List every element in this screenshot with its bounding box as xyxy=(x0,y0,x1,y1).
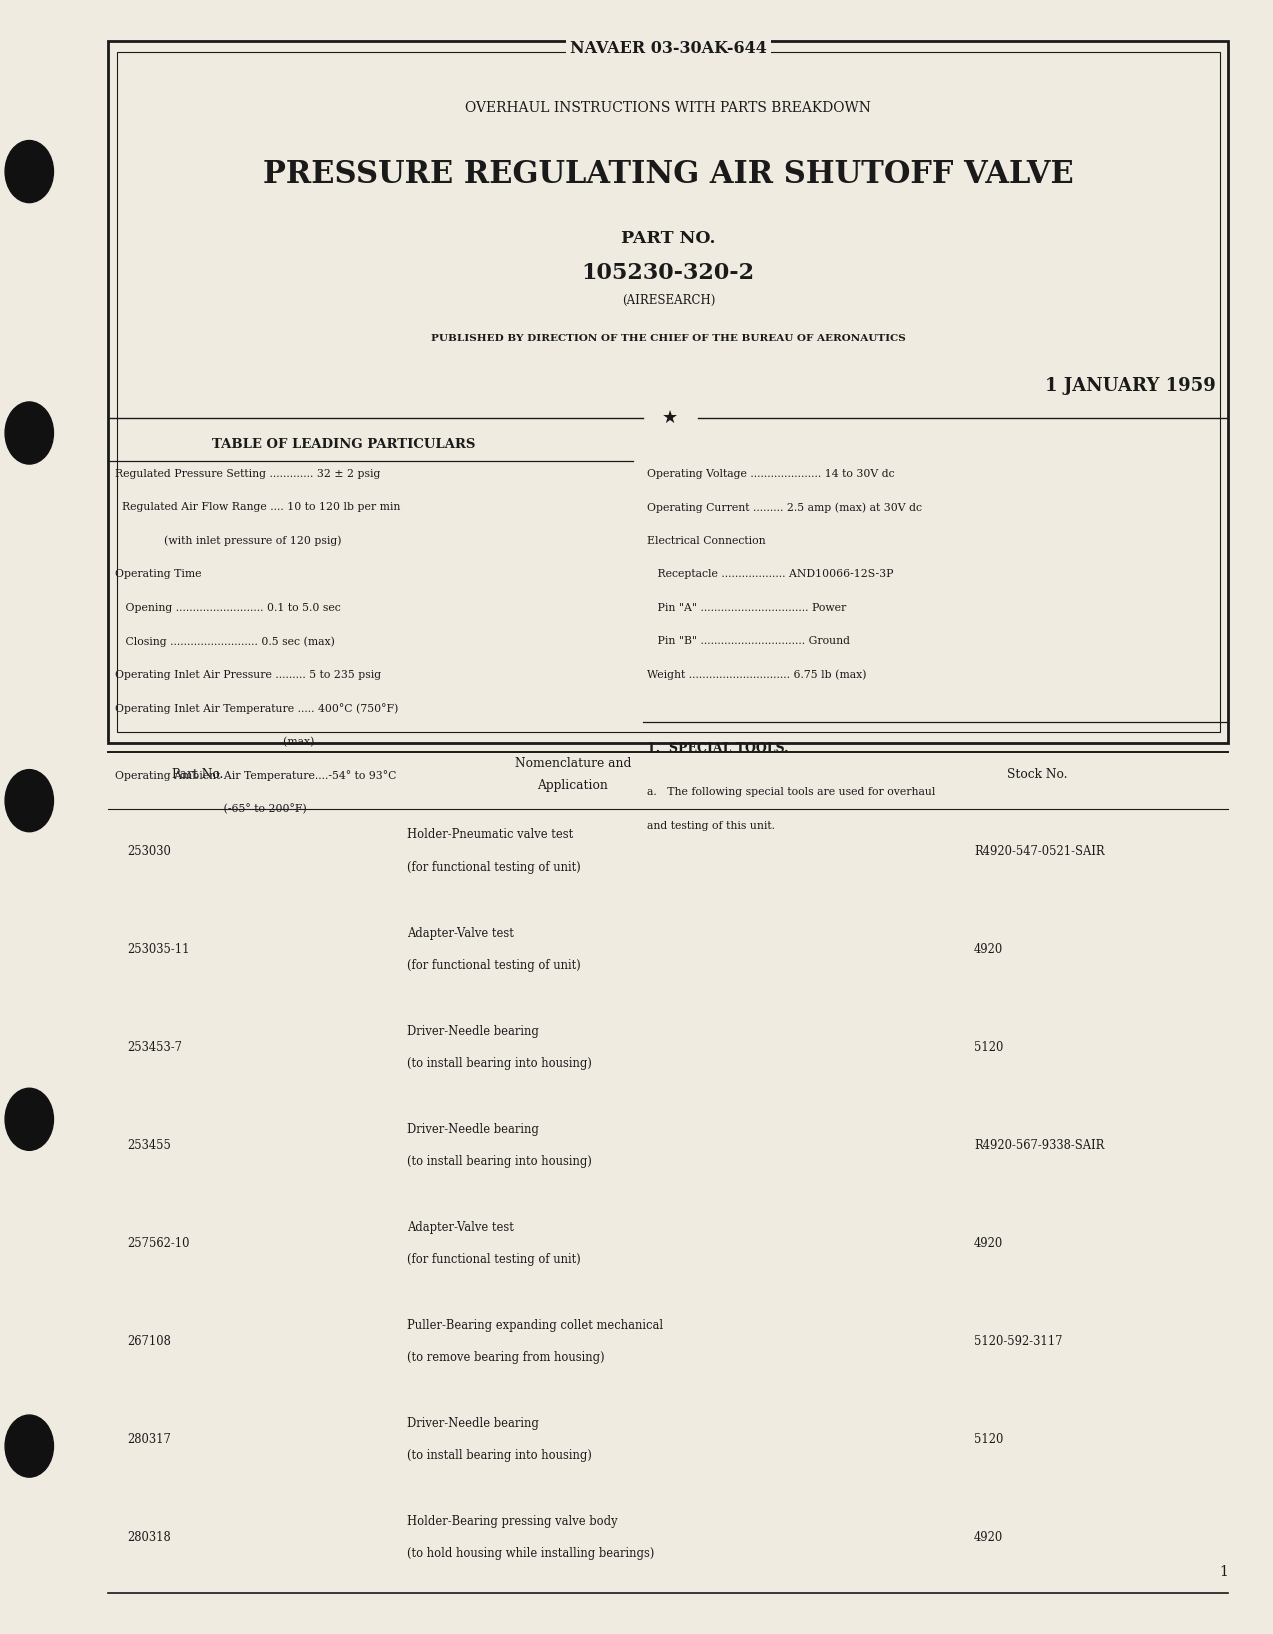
Text: 5120: 5120 xyxy=(974,1041,1003,1054)
Text: 253035-11: 253035-11 xyxy=(127,943,190,956)
Text: (to install bearing into housing): (to install bearing into housing) xyxy=(407,1449,592,1462)
Text: Driver-Needle bearing: Driver-Needle bearing xyxy=(407,1417,540,1430)
Text: PRESSURE REGULATING AIR SHUTOFF VALVE: PRESSURE REGULATING AIR SHUTOFF VALVE xyxy=(264,160,1073,190)
Text: 4920: 4920 xyxy=(974,1531,1003,1544)
Circle shape xyxy=(5,141,53,203)
Text: 267108: 267108 xyxy=(127,1335,171,1348)
Text: Driver-Needle bearing: Driver-Needle bearing xyxy=(407,1025,540,1038)
Text: 5120: 5120 xyxy=(974,1433,1003,1446)
Text: a.   The following special tools are used for overhaul: a. The following special tools are used … xyxy=(647,788,936,797)
Circle shape xyxy=(5,402,53,464)
Text: Regulated Pressure Setting ............. 32 ± 2 psig: Regulated Pressure Setting .............… xyxy=(115,469,379,479)
Text: Regulated Air Flow Range .... 10 to 120 lb per min: Regulated Air Flow Range .... 10 to 120 … xyxy=(115,502,400,513)
Text: Operating Voltage ..................... 14 to 30V dc: Operating Voltage ..................... … xyxy=(647,469,895,479)
Text: Closing .......................... 0.5 sec (max): Closing .......................... 0.5 s… xyxy=(115,636,335,647)
Text: OVERHAUL INSTRUCTIONS WITH PARTS BREAKDOWN: OVERHAUL INSTRUCTIONS WITH PARTS BREAKDO… xyxy=(466,101,871,114)
Text: 4920: 4920 xyxy=(974,1237,1003,1250)
Text: 280318: 280318 xyxy=(127,1531,171,1544)
Text: Receptacle ................... AND10066-12S-3P: Receptacle ................... AND10066-… xyxy=(647,569,894,580)
Text: (with inlet pressure of 120 psig): (with inlet pressure of 120 psig) xyxy=(115,536,341,546)
Text: R4920-567-9338-SAIR: R4920-567-9338-SAIR xyxy=(974,1139,1104,1152)
Text: Holder-Pneumatic valve test: Holder-Pneumatic valve test xyxy=(407,828,574,842)
Text: (to hold housing while installing bearings): (to hold housing while installing bearin… xyxy=(407,1547,654,1560)
Text: (for functional testing of unit): (for functional testing of unit) xyxy=(407,861,580,874)
Text: Holder-Bearing pressing valve body: Holder-Bearing pressing valve body xyxy=(407,1515,617,1528)
Circle shape xyxy=(5,1415,53,1477)
Text: Adapter-Valve test: Adapter-Valve test xyxy=(407,1221,514,1234)
Text: Weight .............................. 6.75 lb (max): Weight .............................. 6.… xyxy=(647,670,866,680)
Text: Pin "A" ................................ Power: Pin "A" ................................… xyxy=(647,603,847,613)
Text: 1 JANUARY 1959: 1 JANUARY 1959 xyxy=(1045,376,1216,395)
Text: Part No.: Part No. xyxy=(172,768,223,781)
Text: Operating Time: Operating Time xyxy=(115,569,201,580)
Text: 105230-320-2: 105230-320-2 xyxy=(582,261,755,284)
Text: 1.  SPECIAL TOOLS.: 1. SPECIAL TOOLS. xyxy=(647,742,788,755)
Circle shape xyxy=(5,770,53,832)
Bar xyxy=(117,52,1220,732)
Text: 5120-592-3117: 5120-592-3117 xyxy=(974,1335,1063,1348)
Text: Operating Inlet Air Pressure ......... 5 to 235 psig: Operating Inlet Air Pressure ......... 5… xyxy=(115,670,381,680)
Text: ★: ★ xyxy=(662,408,679,428)
Text: (-65° to 200°F): (-65° to 200°F) xyxy=(115,804,307,814)
Bar xyxy=(108,41,1228,743)
Text: 253453-7: 253453-7 xyxy=(127,1041,182,1054)
Text: Pin "B" ............................... Ground: Pin "B" ............................... … xyxy=(647,636,849,647)
Text: 253030: 253030 xyxy=(127,845,171,858)
Text: Operating Ambient Air Temperature....-54° to 93°C: Operating Ambient Air Temperature....-54… xyxy=(115,770,396,781)
Text: Driver-Needle bearing: Driver-Needle bearing xyxy=(407,1123,540,1136)
Text: Puller-Bearing expanding collet mechanical: Puller-Bearing expanding collet mechanic… xyxy=(407,1319,663,1332)
Text: TABLE OF LEADING PARTICULARS: TABLE OF LEADING PARTICULARS xyxy=(213,438,475,451)
Text: PART NO.: PART NO. xyxy=(621,230,715,247)
Text: Opening .......................... 0.1 to 5.0 sec: Opening .......................... 0.1 t… xyxy=(115,603,340,613)
Text: 4920: 4920 xyxy=(974,943,1003,956)
Text: NAVAER 03-30AK-644: NAVAER 03-30AK-644 xyxy=(570,39,766,57)
Text: (AIRESEARCH): (AIRESEARCH) xyxy=(621,294,715,307)
Text: (to remove bearing from housing): (to remove bearing from housing) xyxy=(407,1351,605,1364)
Text: Application: Application xyxy=(537,779,608,792)
Text: Electrical Connection: Electrical Connection xyxy=(647,536,765,546)
Text: PUBLISHED BY DIRECTION OF THE CHIEF OF THE BUREAU OF AERONAUTICS: PUBLISHED BY DIRECTION OF THE CHIEF OF T… xyxy=(432,333,905,343)
Text: (max): (max) xyxy=(115,737,314,747)
Text: (to install bearing into housing): (to install bearing into housing) xyxy=(407,1057,592,1070)
Text: (to install bearing into housing): (to install bearing into housing) xyxy=(407,1155,592,1168)
Text: R4920-547-0521-SAIR: R4920-547-0521-SAIR xyxy=(974,845,1105,858)
Text: Operating Current ......... 2.5 amp (max) at 30V dc: Operating Current ......... 2.5 amp (max… xyxy=(647,502,922,513)
Circle shape xyxy=(5,1088,53,1150)
Text: Stock No.: Stock No. xyxy=(1007,768,1068,781)
Text: 280317: 280317 xyxy=(127,1433,171,1446)
Text: 253455: 253455 xyxy=(127,1139,171,1152)
Text: Adapter-Valve test: Adapter-Valve test xyxy=(407,926,514,940)
Text: Nomenclature and: Nomenclature and xyxy=(514,757,631,770)
Text: (for functional testing of unit): (for functional testing of unit) xyxy=(407,959,580,972)
Text: (for functional testing of unit): (for functional testing of unit) xyxy=(407,1253,580,1266)
Text: 257562-10: 257562-10 xyxy=(127,1237,190,1250)
Text: Operating Inlet Air Temperature ..... 400°C (750°F): Operating Inlet Air Temperature ..... 40… xyxy=(115,703,398,714)
Text: 1: 1 xyxy=(1220,1565,1228,1578)
Text: and testing of this unit.: and testing of this unit. xyxy=(647,820,775,830)
